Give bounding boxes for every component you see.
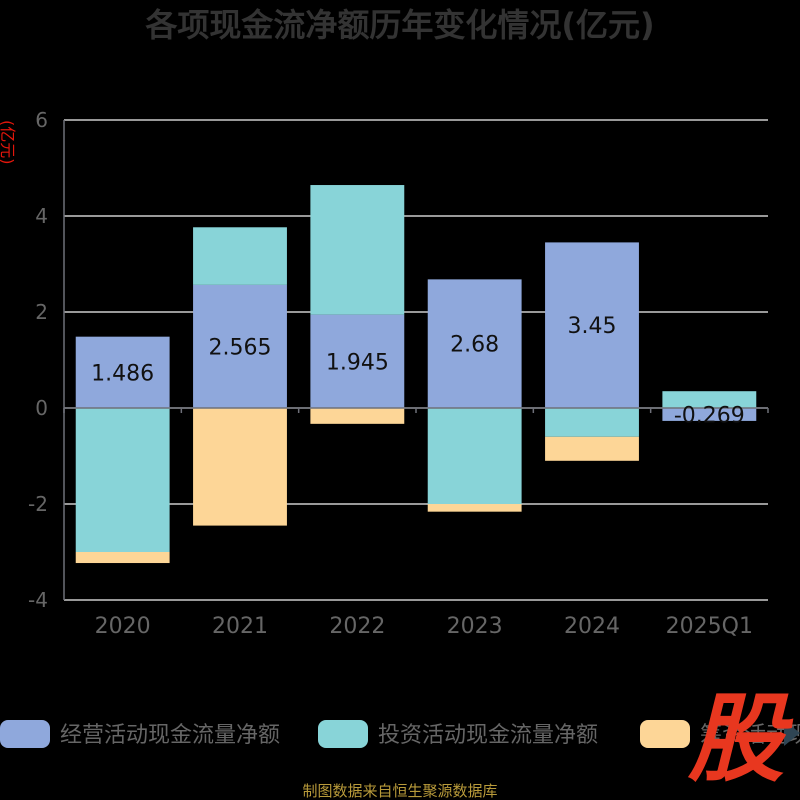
data-label: -0.269 <box>674 403 745 428</box>
legend-swatch <box>318 720 368 748</box>
data-label: 1.486 <box>91 361 154 386</box>
bar-segment <box>193 227 287 285</box>
bar-segment <box>193 284 287 408</box>
logo: 股 <box>687 683 794 795</box>
y-tick-label: -2 <box>28 492 48 516</box>
bar-segment <box>427 504 522 512</box>
x-tick-label: 2023 <box>447 614 503 639</box>
y-tick-label: 4 <box>35 204 48 228</box>
bars <box>75 185 757 564</box>
bar-segment <box>310 314 405 408</box>
y-tick-label: 2 <box>35 300 48 324</box>
bar-segment <box>193 408 287 526</box>
bar-segment <box>662 408 757 421</box>
logo-glyph: 股 <box>687 683 794 795</box>
x-tick-label: 2021 <box>212 614 268 639</box>
x-tick-label: 2025Q1 <box>666 614 753 639</box>
bar-segment <box>427 279 522 408</box>
data-label: 2.565 <box>209 335 272 360</box>
y-tick-label: 6 <box>35 108 48 132</box>
legend-item[interactable]: 经营活动现金流量净额 <box>0 720 280 748</box>
data-labels: 1.486 2.565 1.945 2.68 3.45 -0.269 <box>91 314 745 428</box>
bar-segment <box>545 436 639 461</box>
source-note: 制图数据来自恒生聚源数据库 <box>302 782 497 800</box>
bar-segment <box>75 552 170 564</box>
x-tick-label: 2022 <box>329 614 385 639</box>
legend-next-arrow-icon[interactable] <box>784 720 800 746</box>
bar-segment <box>662 391 757 408</box>
bar-segment <box>75 336 170 408</box>
data-label: 1.945 <box>326 350 389 375</box>
legend-label: 筹资活动现金流量净额 <box>700 723 800 748</box>
data-label: 2.68 <box>450 333 499 358</box>
legend[interactable]: 经营活动现金流量净额 投资活动现金流量净额 筹资活动现金流量净额 <box>0 720 800 748</box>
axes: -4 -2 0 2 4 6 2020 2021 2022 2023 2024 2025Q1 <box>28 108 769 639</box>
legend-swatch <box>0 720 50 748</box>
legend-item[interactable]: 投资活动现金流量净额 <box>318 720 598 748</box>
bar-segment <box>545 408 639 437</box>
y-tick-label: 0 <box>35 396 48 420</box>
data-label: 3.45 <box>568 314 617 339</box>
bar-segment <box>75 408 170 552</box>
bar-segment <box>427 408 522 504</box>
x-tick-label: 2024 <box>564 614 620 639</box>
legend-label: 经营活动现金流量净额 <box>60 723 280 748</box>
bar-segment <box>310 185 405 315</box>
y-axis-unit: (亿元) <box>0 120 17 165</box>
bar-segment <box>310 408 405 424</box>
x-tick-label: 2020 <box>95 614 151 639</box>
chart-title: 各项现金流净额历年变化情况(亿元) <box>145 6 654 44</box>
legend-label: 投资活动现金流量净额 <box>378 723 598 748</box>
bar-segment <box>545 242 639 408</box>
legend-item[interactable]: 筹资活动现金流量净额 <box>640 720 800 748</box>
legend-swatch <box>640 720 690 748</box>
y-tick-label: -4 <box>28 588 48 612</box>
